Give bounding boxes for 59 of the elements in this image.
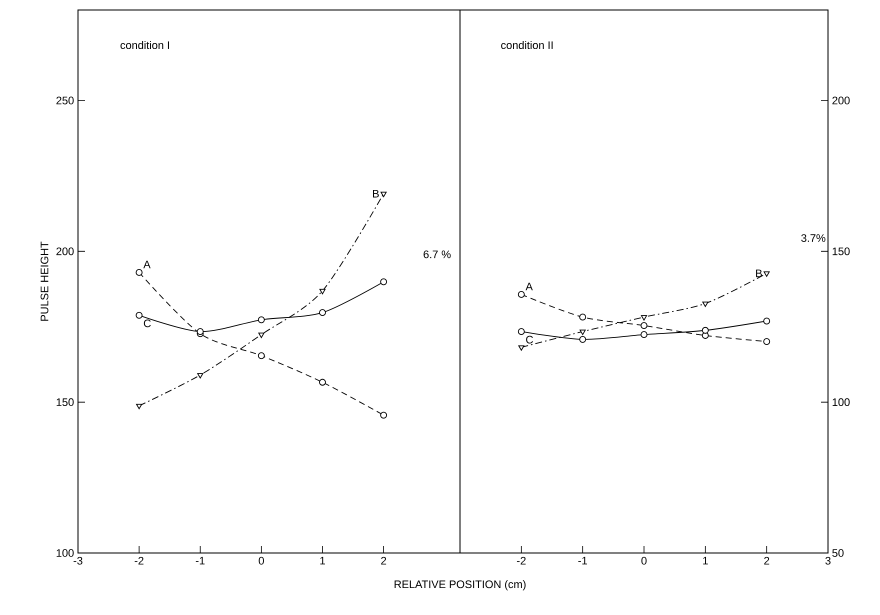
- point: [763, 318, 770, 324]
- point: [136, 404, 142, 410]
- point: [380, 192, 387, 198]
- point: [640, 331, 648, 338]
- point: [136, 268, 143, 276]
- point: [258, 332, 264, 338]
- x-tick-label: 0: [258, 556, 264, 565]
- point: [319, 309, 326, 316]
- point: [763, 338, 770, 345]
- y-tick-label: 100: [56, 549, 74, 557]
- x-tick-label: 2: [381, 556, 386, 565]
- y-tick-label: 150: [56, 398, 74, 406]
- point: [579, 314, 586, 321]
- point: [380, 412, 388, 419]
- x-tick-label: -2: [516, 556, 526, 565]
- series-label: A: [526, 282, 533, 290]
- x-tick-label: -1: [196, 556, 205, 564]
- point: [702, 326, 709, 334]
- point: [640, 315, 648, 321]
- point: [319, 288, 326, 294]
- point: [136, 312, 143, 319]
- y-tick-label: 250: [56, 96, 74, 104]
- x-tick-label: 2: [764, 556, 770, 565]
- x-tick-label: -2: [134, 556, 144, 565]
- x-tick-label: 0: [641, 556, 647, 565]
- annotation: 6.7 %: [424, 250, 451, 258]
- point: [702, 302, 708, 307]
- text: condition II: [501, 41, 553, 50]
- x-tick-label: 1: [320, 556, 325, 564]
- text: condition I: [120, 41, 169, 50]
- y-tick-label: 50: [832, 549, 844, 557]
- point: [197, 373, 204, 378]
- series-label: B: [756, 270, 762, 278]
- series-label: C: [144, 319, 151, 328]
- y-tick-label: 150: [832, 247, 850, 256]
- point: [518, 291, 525, 298]
- y-tick-label: 100: [832, 398, 850, 406]
- point: [258, 316, 265, 324]
- point: [518, 345, 524, 351]
- point: [319, 378, 326, 386]
- y-tick-label: 200: [832, 96, 850, 104]
- point: [580, 330, 586, 336]
- series-label: B: [373, 190, 379, 198]
- point: [380, 278, 388, 286]
- annotation: 3.7%: [801, 234, 826, 242]
- series-label: A: [143, 260, 151, 268]
- x-tick-label: 1: [703, 556, 708, 564]
- x-axis-title: RELATIVE POSITION (cm): [394, 580, 526, 590]
- point: [518, 328, 525, 336]
- x-tick-label: -1: [578, 556, 588, 564]
- point: [258, 352, 265, 360]
- y-axis-title: PULSE HEIGHT: [40, 242, 48, 321]
- x-tick-label: -3: [74, 556, 82, 565]
- x-tick-label: 3: [825, 556, 831, 565]
- y-tick-label: 200: [56, 247, 74, 256]
- point: [640, 322, 648, 329]
- point: [579, 336, 586, 343]
- series-label: C: [526, 336, 534, 344]
- point: [764, 271, 770, 277]
